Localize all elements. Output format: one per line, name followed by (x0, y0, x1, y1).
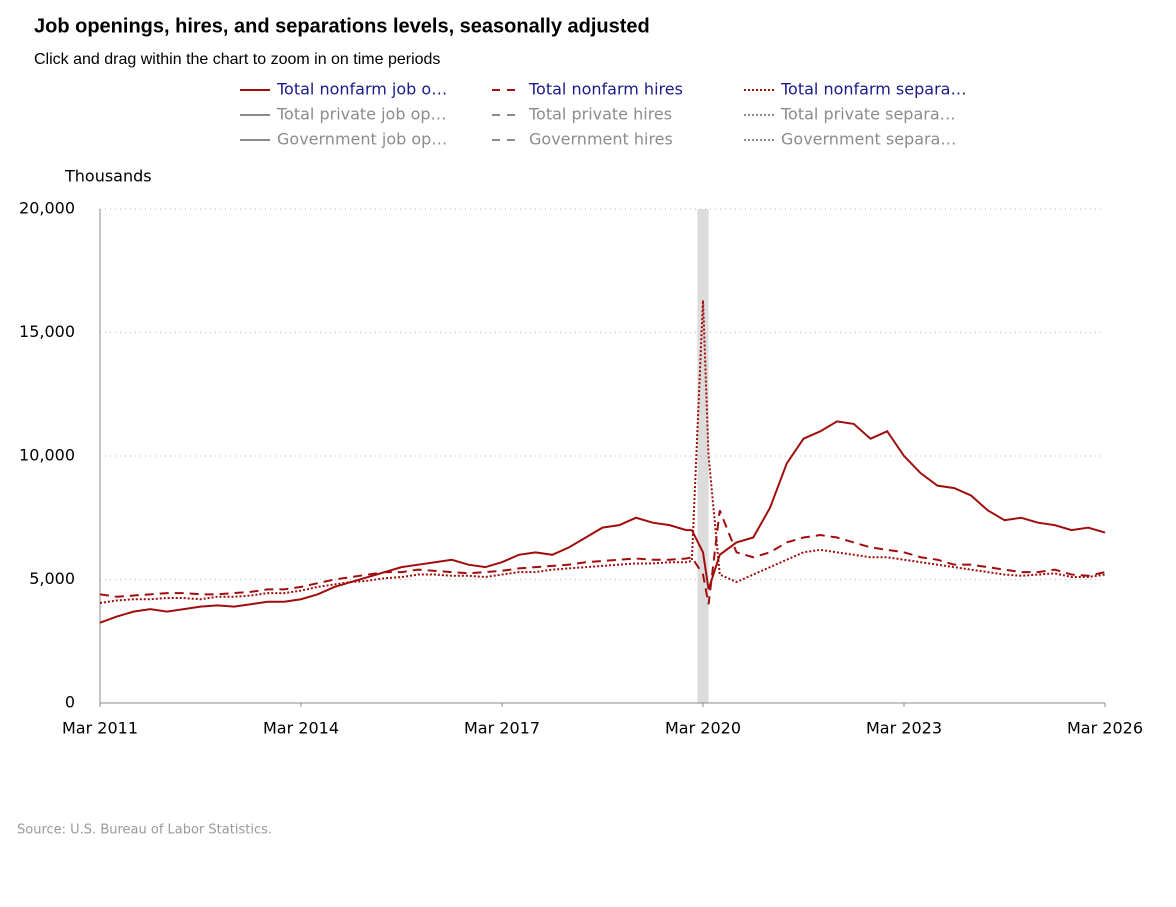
x-tick-label: Mar 2011 (62, 719, 138, 738)
x-tick-label: Mar 2020 (665, 719, 741, 738)
series-line (99, 509, 1106, 605)
series-line (99, 300, 1106, 604)
legend-label[interactable]: Total private job op… (276, 105, 447, 124)
x-tick-label: Mar 2023 (866, 719, 942, 738)
legend-label[interactable]: Total nonfarm hires (528, 80, 683, 99)
legend-label[interactable]: Government hires (529, 130, 673, 149)
legend-label[interactable]: Government job op… (277, 130, 447, 149)
x-tick-label: Mar 2026 (1067, 719, 1143, 738)
y-tick-label: 5,000 (29, 569, 75, 588)
legend-label[interactable]: Total nonfarm separa… (780, 80, 966, 99)
series-line (99, 420, 1106, 624)
chart-title: Job openings, hires, and separations lev… (34, 15, 650, 37)
y-tick-label: 0 (65, 693, 75, 712)
x-tick-label: Mar 2017 (464, 719, 540, 738)
x-tick-label: Mar 2014 (263, 719, 339, 738)
chart-subtitle: Click and drag within the chart to zoom … (34, 51, 440, 68)
legend-label[interactable]: Total private hires (528, 105, 672, 124)
y-tick-label: 10,000 (19, 446, 75, 465)
recession-band (697, 209, 709, 703)
legend-label[interactable]: Total nonfarm job o… (276, 80, 447, 99)
source-note: Source: U.S. Bureau of Labor Statistics. (17, 823, 272, 838)
y-tick-label: 15,000 (19, 322, 75, 341)
y-tick-label: 20,000 (19, 199, 75, 218)
legend-label[interactable]: Government separa… (781, 130, 956, 149)
y-axis-label: Thousands (64, 167, 152, 186)
legend-label[interactable]: Total private separa… (780, 105, 956, 124)
